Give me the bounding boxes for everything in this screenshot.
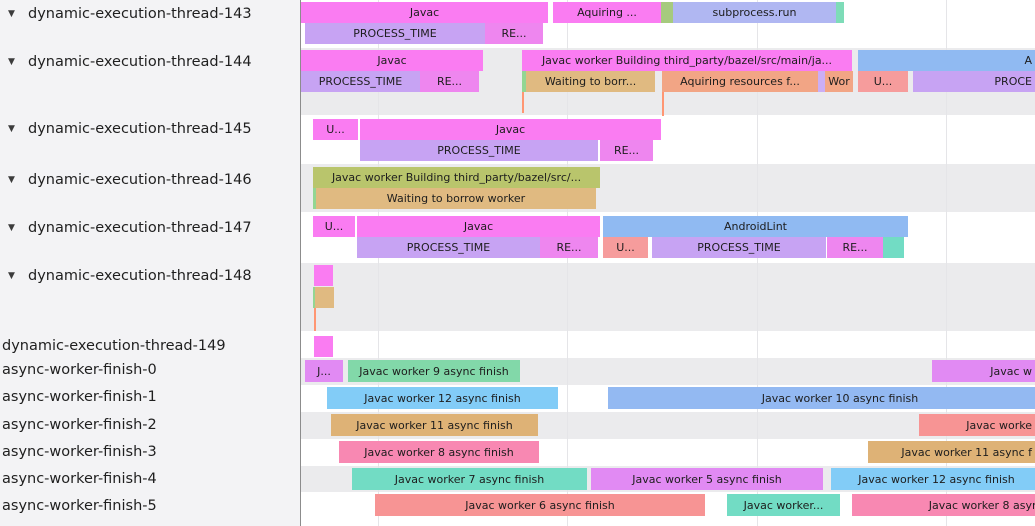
row-background-stripe	[301, 263, 1035, 331]
trace-slice[interactable]: PROCESS_TIME	[301, 71, 420, 92]
trace-slice[interactable]	[836, 2, 844, 23]
trace-slice[interactable]: RE...	[485, 23, 543, 44]
trace-slice[interactable]: U...	[858, 71, 908, 92]
trace-slice[interactable]	[314, 336, 333, 357]
trace-slice[interactable]: PROCESS_TIME	[357, 237, 540, 258]
track-label: dynamic-execution-thread-148	[28, 268, 252, 284]
trace-slice[interactable]: Aquiring resources f...	[662, 71, 818, 92]
trace-slice[interactable]: PROCESS_TIME	[360, 140, 598, 161]
trace-slice[interactable]: Javac w	[932, 360, 1035, 382]
trace-slice[interactable]: Javac worker 6 async finish	[375, 494, 705, 516]
trace-slice[interactable]: Javac worker 11 async finish	[331, 414, 538, 436]
trace-slice[interactable]: Javac worker Building third_party/bazel/…	[522, 50, 852, 71]
trace-slice[interactable]: Javac worker 11 async f	[868, 441, 1035, 463]
trace-slice[interactable]: Javac worker 5 async finish	[591, 468, 823, 490]
trace-slice[interactable]: RE...	[540, 237, 598, 258]
sidebar-track-row[interactable]: async-worker-finish-1	[0, 387, 300, 407]
expander-triangle-icon[interactable]: ▼	[8, 175, 15, 185]
sidebar-track-row[interactable]: dynamic-execution-thread-149	[0, 336, 300, 356]
trace-slice[interactable]: Javac worke	[919, 414, 1035, 436]
trace-tick[interactable]	[314, 308, 316, 331]
sidebar-track-row[interactable]: async-worker-finish-4	[0, 469, 300, 489]
track-label: dynamic-execution-thread-146	[28, 172, 252, 188]
sidebar-track-row[interactable]: async-worker-finish-2	[0, 415, 300, 435]
track-name-sidebar: ▼ dynamic-execution-thread-143 ▼ dynamic-ex…	[0, 0, 301, 526]
trace-slice[interactable]: Javac worker 7 async finish	[352, 468, 587, 490]
sidebar-track-row[interactable]: ▼ dynamic-execution-thread-146	[0, 170, 300, 190]
trace-slice[interactable]: Javac	[357, 216, 600, 237]
trace-slice[interactable]	[314, 265, 333, 286]
trace-slice[interactable]: Javac	[360, 119, 661, 140]
trace-slice[interactable]: U...	[313, 216, 355, 237]
trace-slice[interactable]	[315, 287, 334, 308]
trace-tick[interactable]	[662, 92, 664, 116]
trace-slice[interactable]: PROCE	[913, 71, 1035, 92]
trace-slice[interactable]: Javac worker 8 async finish	[339, 441, 539, 463]
track-label: dynamic-execution-thread-145	[28, 121, 252, 137]
track-label: dynamic-execution-thread-143	[28, 6, 252, 22]
trace-slice[interactable]: Javac worker...	[727, 494, 840, 516]
track-label: async-worker-finish-3	[2, 444, 157, 460]
trace-slice[interactable]: PROCESS_TIME	[305, 23, 485, 44]
track-label: dynamic-execution-thread-147	[28, 220, 252, 236]
track-label: dynamic-execution-thread-144	[28, 54, 252, 70]
expander-triangle-icon[interactable]: ▼	[8, 9, 15, 19]
trace-slice[interactable]: Aquiring ...	[553, 2, 661, 23]
trace-slice[interactable]	[818, 71, 825, 92]
track-label: async-worker-finish-0	[2, 362, 157, 378]
expander-triangle-icon[interactable]: ▼	[8, 223, 15, 233]
sidebar-track-row[interactable]: async-worker-finish-0	[0, 360, 300, 380]
trace-slice[interactable]: Waiting to borrow worker	[316, 188, 596, 209]
trace-slice[interactable]: J...	[305, 360, 343, 382]
sidebar-track-row[interactable]: ▼ dynamic-execution-thread-148	[0, 266, 300, 286]
expander-triangle-icon[interactable]: ▼	[8, 271, 15, 281]
sidebar-track-row[interactable]: ▼ dynamic-execution-thread-147	[0, 218, 300, 238]
trace-slice[interactable]: RE...	[827, 237, 883, 258]
track-label: async-worker-finish-2	[2, 417, 157, 433]
trace-slice[interactable]: Javac worker 9 async finish	[348, 360, 520, 382]
time-gridline	[378, 0, 379, 526]
time-gridline	[757, 0, 758, 526]
trace-slice[interactable]: U...	[313, 119, 358, 140]
track-label: async-worker-finish-1	[2, 389, 157, 405]
trace-slice[interactable]	[522, 71, 528, 92]
timeline-canvas[interactable]: Javac Aquiring ... subprocess.run PROCESS_T…	[301, 0, 1035, 526]
expander-triangle-icon[interactable]: ▼	[8, 57, 15, 67]
expander-triangle-icon[interactable]: ▼	[8, 124, 15, 134]
trace-slice[interactable]	[883, 237, 904, 258]
sidebar-track-row[interactable]: ▼ dynamic-execution-thread-145	[0, 119, 300, 139]
time-gridline	[567, 0, 568, 526]
sidebar-track-row[interactable]: async-worker-finish-3	[0, 442, 300, 462]
trace-slice[interactable]: Javac worker 12 async finish	[831, 468, 1035, 490]
track-label: dynamic-execution-thread-149	[2, 338, 226, 354]
trace-slice[interactable]: Javac worker 12 async finish	[327, 387, 558, 409]
trace-slice[interactable]: Wor	[825, 71, 853, 92]
trace-slice[interactable]: AndroidLint	[603, 216, 908, 237]
trace-slice[interactable]: RE...	[420, 71, 479, 92]
sidebar-track-row[interactable]: async-worker-finish-5	[0, 496, 300, 516]
trace-slice[interactable]: PROCESS_TIME	[652, 237, 826, 258]
trace-slice[interactable]: RE...	[600, 140, 653, 161]
track-label: async-worker-finish-4	[2, 471, 157, 487]
trace-slice[interactable]: Waiting to borr...	[526, 71, 655, 92]
trace-slice[interactable]: Javac worker 10 async finish	[608, 387, 1035, 409]
trace-slice[interactable]: Javac	[301, 2, 548, 23]
trace-slice[interactable]: A	[858, 50, 1035, 71]
trace-slice[interactable]: Javac	[301, 50, 483, 71]
trace-slice[interactable]	[661, 2, 673, 23]
trace-tick[interactable]	[522, 92, 524, 113]
sidebar-track-row[interactable]: ▼ dynamic-execution-thread-143	[0, 4, 300, 24]
track-label: async-worker-finish-5	[2, 498, 157, 514]
trace-slice[interactable]: Javac worker 8 asyn	[852, 494, 1035, 516]
sidebar-track-row[interactable]: ▼ dynamic-execution-thread-144	[0, 52, 300, 72]
trace-slice[interactable]: subprocess.run	[673, 2, 836, 23]
trace-slice[interactable]: U...	[603, 237, 648, 258]
time-gridline	[946, 0, 947, 526]
trace-slice[interactable]: Javac worker Building third_party/bazel/…	[313, 167, 600, 188]
